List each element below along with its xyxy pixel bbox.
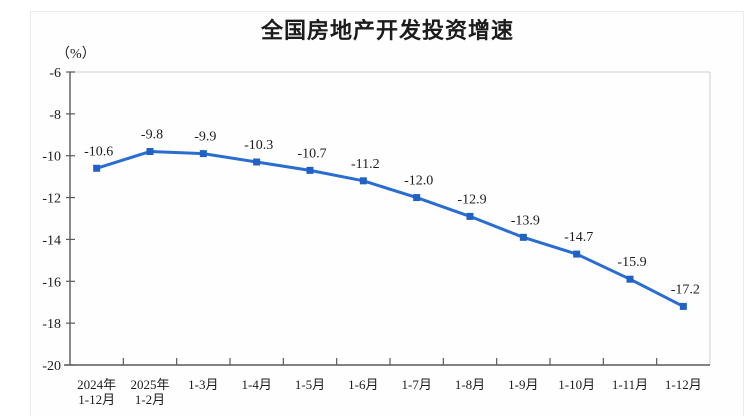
trend-line: [95, 150, 685, 308]
data-point-label: -11.2: [351, 157, 380, 172]
data-point-marker: [306, 166, 314, 174]
data-point-marker: [679, 302, 687, 310]
x-axis-category-label: 1-7月: [401, 377, 431, 392]
y-axis-tick-label: -18: [42, 317, 61, 332]
x-axis-category-label: 1-12月: [78, 392, 115, 407]
data-point-label: -9.8: [141, 128, 163, 143]
y-axis-unit-label: （%）: [56, 47, 96, 62]
data-point-marker: [413, 194, 421, 202]
x-axis-category-label: 1-9月: [508, 377, 538, 392]
data-point-marker: [466, 212, 474, 220]
y-axis-tick-label: -10: [42, 150, 61, 165]
y-axis-tick-label: -12: [42, 192, 61, 207]
y-axis-tick-label: -16: [42, 275, 61, 290]
data-point-label: -13.9: [511, 213, 540, 228]
data-point-label: -12.0: [404, 174, 433, 189]
x-axis-category-label: 1-6月: [348, 377, 378, 392]
data-point-label: -10.7: [297, 146, 326, 161]
x-axis-category-label: 1-10月: [558, 377, 595, 392]
data-point-label: -12.9: [457, 192, 486, 207]
x-axis-category-label: 1-11月: [612, 377, 648, 392]
y-axis-tick-label: -20: [42, 359, 61, 374]
chart-title: 全国房地产开发投资增速: [260, 18, 514, 43]
x-axis-category-label: 1-3月: [188, 377, 218, 392]
data-point-label: -15.9: [617, 255, 646, 270]
x-axis-category-label: 1-4月: [241, 377, 271, 392]
data-point-label: -14.7: [564, 230, 593, 245]
data-point-marker: [573, 250, 581, 258]
data-point-marker: [626, 275, 634, 283]
x-axis-category-label: 1-8月: [455, 377, 485, 392]
data-point-label: -17.2: [671, 282, 700, 297]
data-point-marker: [199, 150, 207, 158]
x-axis-category-label: 2025年: [130, 377, 169, 392]
y-axis-tick-label: -6: [49, 66, 61, 81]
x-axis-category-label: 1-12月: [665, 377, 702, 392]
data-point-marker: [253, 158, 261, 166]
data-point-marker: [359, 177, 367, 185]
data-point-label: -9.9: [194, 130, 216, 145]
y-axis-tick-label: -14: [42, 233, 61, 248]
x-axis-category-label: 2024年: [77, 377, 116, 392]
chart-card: [30, 11, 744, 416]
data-point-label: -10.3: [244, 138, 273, 153]
y-axis-tick-label: -8: [49, 108, 61, 123]
data-point-marker: [519, 233, 527, 241]
data-point-label: -10.6: [84, 144, 113, 159]
x-axis-category-label: 1-5月: [295, 377, 325, 392]
data-point-marker: [146, 148, 154, 156]
data-point-marker: [93, 164, 101, 172]
x-axis-category-label: 1-2月: [135, 392, 165, 407]
